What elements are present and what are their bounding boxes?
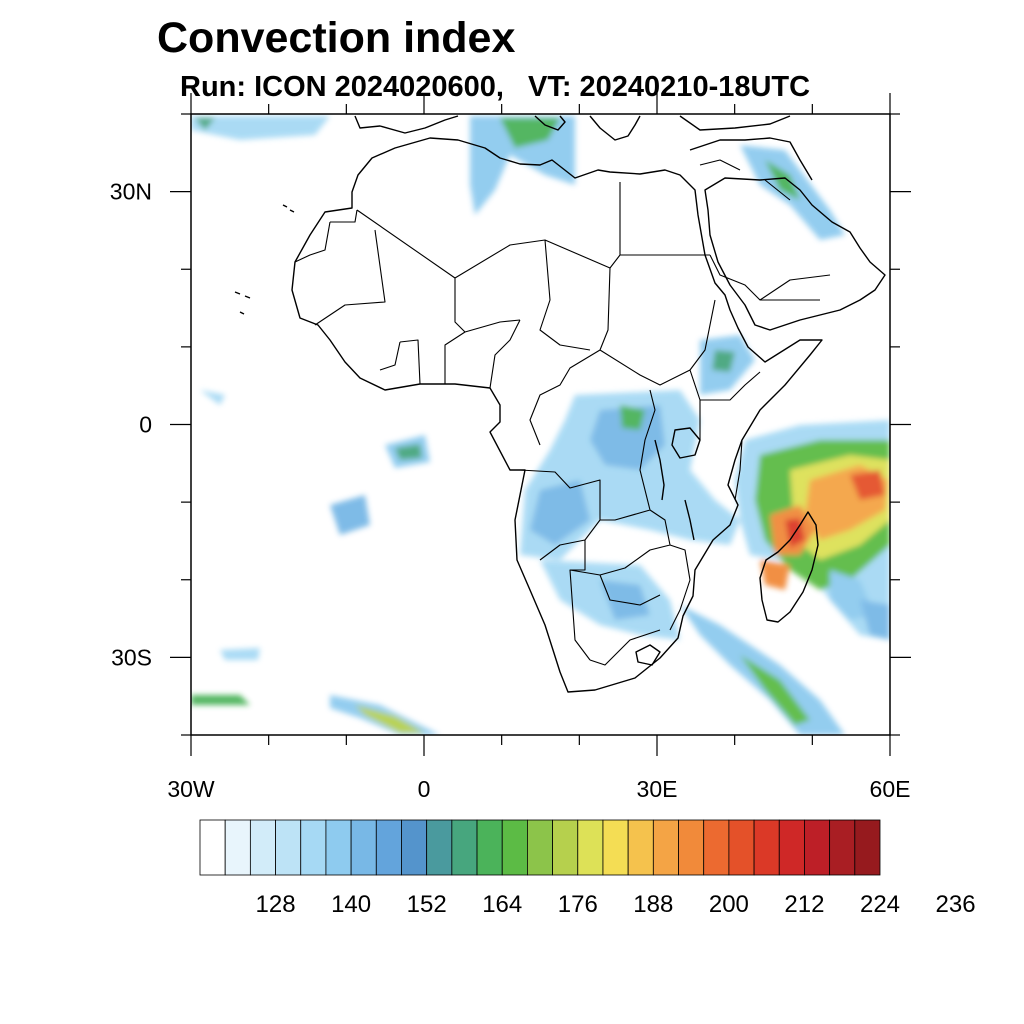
colorbar-swatch (829, 819, 856, 876)
colorbar-label: 236 (936, 891, 976, 918)
lesotho-border (635, 644, 661, 666)
lake-malawi (684, 499, 695, 541)
colorbar-label: 152 (407, 891, 447, 918)
colorbar-swatch (854, 819, 881, 876)
colorbar-swatch (728, 819, 755, 876)
colorbar-label: 200 (709, 891, 749, 918)
cape-verde (239, 311, 245, 315)
chart-subtitle: Run: ICON 2024020600, VT: 20240210-18UTC (180, 71, 810, 104)
colorbar-swatch (199, 819, 226, 876)
colorbar-label: 224 (860, 891, 900, 918)
axis-ticks (170, 93, 911, 756)
colorbar-swatch (375, 819, 402, 876)
colorbar-swatch (476, 819, 503, 876)
x-tick-label: 0 (418, 776, 431, 802)
run-label: Run: ICON 2024020600, (180, 71, 504, 103)
lake-victoria (671, 427, 701, 459)
lake-tanganyika (654, 439, 665, 501)
y-tick-label: 30S (111, 644, 152, 670)
axis-tick-labels: 30W 0 30E 60E 30N 0 30S (110, 179, 911, 802)
colorbar-swatch (678, 819, 705, 876)
colorbar-label: 188 (633, 891, 673, 918)
colorbar-swatch (627, 819, 654, 876)
colorbar-swatch (501, 819, 528, 876)
colorbar-label: 164 (482, 891, 522, 918)
colorbar-swatch (527, 819, 553, 876)
levant-coastline (689, 137, 813, 181)
colorbar-swatch (451, 819, 478, 876)
y-tick-label: 30N (110, 179, 152, 205)
colorbar-label: 140 (331, 891, 371, 918)
colorbar-swatch (602, 819, 629, 876)
colorbar-swatch (350, 819, 377, 876)
colorbar-swatch (753, 819, 780, 876)
colorbar-swatch (249, 819, 276, 876)
colorbar-swatch (778, 819, 805, 876)
africa-coastline (291, 137, 823, 693)
colorbar-label: 176 (558, 891, 598, 918)
valid-time-label: VT: 20240210-18UTC (527, 71, 811, 103)
colorbar-swatch (577, 819, 604, 876)
colorbar-swatch (552, 819, 579, 876)
colorbar-swatch (703, 819, 730, 876)
colorbar-label: 212 (784, 891, 824, 918)
colorbar-swatch (275, 819, 302, 876)
colorbar-swatch (325, 819, 352, 876)
colorbar-swatch (426, 819, 453, 876)
madagascar-coastline (759, 511, 819, 623)
coastlines-and-borders (234, 115, 886, 693)
europe-coastline (354, 115, 459, 134)
colorbar-label: 128 (256, 891, 296, 918)
canary-islands (234, 204, 295, 299)
x-tick-label: 60E (870, 776, 911, 802)
country-borders (294, 159, 831, 666)
colorbar-swatch (401, 819, 428, 876)
chart-title: Convection index (157, 14, 516, 62)
x-tick-label: 30W (167, 776, 215, 802)
colorbar-swatch (300, 819, 327, 876)
convection-field (191, 116, 890, 735)
colorbar-swatch (224, 819, 251, 876)
italy-coastline (534, 115, 566, 131)
x-tick-label: 30E (637, 776, 678, 802)
plot-frame (190, 113, 891, 736)
colorbar-swatch (804, 819, 831, 876)
y-tick-label: 0 (139, 412, 152, 438)
colorbar (199, 819, 881, 876)
turkey-coastline (679, 115, 791, 131)
colorbar-swatch (652, 819, 679, 876)
colorbar-labels: 128 140 152 164 176 188 200 212 224 236 (256, 891, 976, 918)
greece-coastline (589, 115, 641, 141)
